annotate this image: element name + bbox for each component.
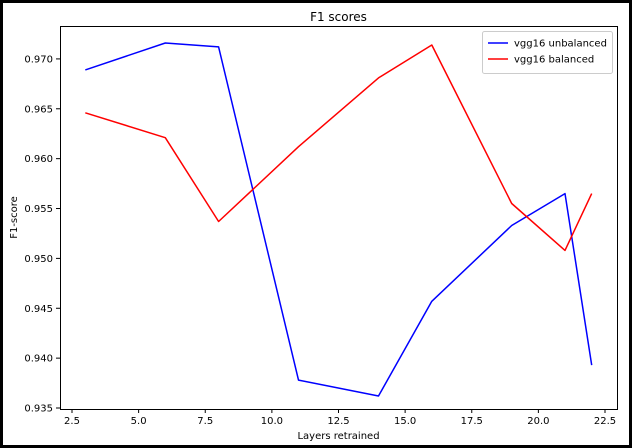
- x-tick-label: 20.0: [527, 416, 549, 427]
- legend-box: [482, 31, 613, 74]
- series-line-vgg16-unbalanced: [85, 42, 593, 397]
- y-axis: 0.935 0.940 0.945 0.950 0.955 0.960 0.965 0.970: [24, 54, 60, 415]
- x-tick-label: 2.5: [64, 416, 80, 427]
- y-tick-label: 0.945: [24, 304, 53, 315]
- legend-entry-label: vgg16 unbalanced: [514, 39, 607, 50]
- x-axis: 2.5 5.0 7.5 10.0 12.5 15.0 17.5 20.0 22.5: [64, 409, 616, 427]
- y-tick-label: 0.935: [24, 404, 53, 415]
- y-tick-label: 0.970: [24, 54, 53, 65]
- x-tick-label: 10.0: [261, 416, 283, 427]
- figure: F1 scores 2.5 5.0 7.5 10.0 12.5 15.0 17.5 20.0 2…: [3, 3, 629, 445]
- series-line-vgg16-balanced: [85, 44, 593, 252]
- x-tick-label: 12.5: [327, 416, 349, 427]
- x-tick-label: 17.5: [461, 416, 483, 427]
- y-tick-label: 0.965: [24, 104, 53, 115]
- legend-entry-label: vgg16 balanced: [514, 55, 594, 66]
- line-chart: F1 scores 2.5 5.0 7.5 10.0 12.5 15.0 17.5 20.0 2…: [9, 10, 618, 442]
- y-axis-label: F1-score: [9, 196, 20, 239]
- chart-title: F1 scores: [310, 10, 367, 24]
- x-tick-label: 7.5: [197, 416, 213, 427]
- x-tick-label: 15.0: [394, 416, 416, 427]
- y-tick-label: 0.940: [24, 354, 53, 365]
- y-tick-label: 0.950: [24, 254, 53, 265]
- legend: vgg16 unbalanced vgg16 balanced: [482, 31, 613, 74]
- y-tick-label: 0.960: [24, 154, 53, 165]
- y-tick-label: 0.955: [24, 204, 53, 215]
- x-tick-label: 5.0: [131, 416, 147, 427]
- plot-frame: [60, 26, 618, 410]
- plot-area: [85, 42, 593, 397]
- x-axis-label: Layers retrained: [297, 431, 379, 442]
- x-tick-label: 22.5: [594, 416, 616, 427]
